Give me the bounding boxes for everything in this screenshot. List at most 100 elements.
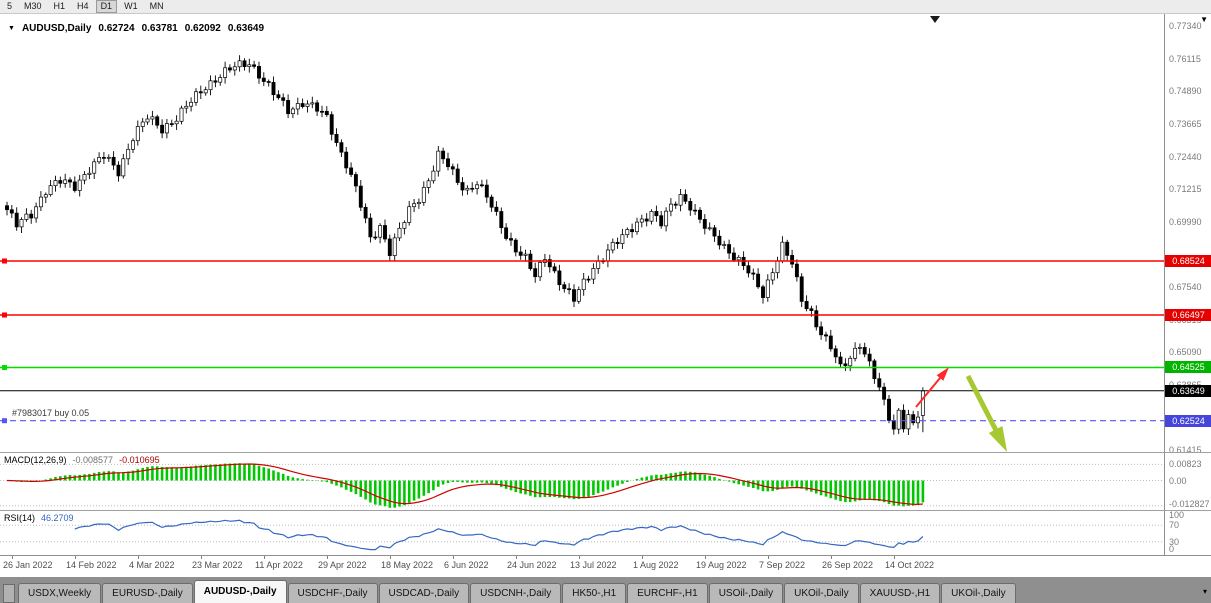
date-tick-mark: [264, 556, 265, 559]
axis-corner-arrow-icon[interactable]: ▼: [1200, 15, 1208, 24]
price-badge: 0.68524: [1165, 254, 1211, 267]
date-tick-mark: [138, 556, 139, 559]
tab-7-eurchf-h1[interactable]: EURCHF-,H1: [627, 583, 708, 603]
macd-chart[interactable]: [0, 454, 1164, 511]
rsi-axis: 100 70 30 0: [1164, 510, 1211, 555]
price-tick: 0.67540: [1169, 282, 1202, 293]
ohlc-high: 0.63781: [141, 23, 178, 34]
tab-scroll-button[interactable]: [3, 584, 15, 603]
timeframe-h1[interactable]: H1: [53, 1, 66, 11]
tab-4-usdcad-daily[interactable]: USDCAD-,Daily: [378, 583, 470, 603]
date-tick: 6 Jun 2022: [444, 560, 489, 570]
horizontal-line-0.62524[interactable]: [0, 418, 1164, 424]
date-tick: 14 Feb 2022: [66, 560, 117, 570]
rsi-axis-tick: 100: [1169, 510, 1185, 520]
chart-title: AUDUSD,Daily: [21, 23, 92, 34]
date-tick: 18 May 2022: [381, 560, 434, 570]
timeframe-w1[interactable]: W1: [124, 1, 138, 11]
date-axis[interactable]: 26 Jan 2022 14 Feb 2022 4 Mar 2022 23 Mar 2…: [0, 555, 1211, 577]
macd-axis-tick: 0.00: [1169, 475, 1187, 486]
ohlc-open: 0.62724: [98, 23, 135, 34]
date-tick: 13 Jul 2022: [570, 560, 617, 570]
chart-tabs-bar: USDX,Weekly EURUSD-,Daily AUDUSD-,Daily USD…: [0, 577, 1211, 603]
horizontal-line-0.66497[interactable]: [0, 312, 1164, 318]
horizontal-line-0.68524[interactable]: [0, 258, 1164, 264]
timeframe-h4[interactable]: H4: [77, 1, 89, 11]
chart-header: ▼ AUDUSD,Daily 0.62724 0.63781 0.62092 0…: [8, 23, 264, 34]
rsi-value: 46.2709: [41, 513, 74, 523]
main-chart-panel: ▼ AUDUSD,Daily 0.62724 0.63781 0.62092 0…: [0, 14, 1211, 456]
tab-0-usdx-weekly[interactable]: USDX,Weekly: [18, 583, 102, 603]
horizontal-line-0.64525[interactable]: [0, 365, 1164, 370]
macd-axis-tick: -0.012827: [1169, 499, 1210, 509]
macd-axis: 0.00823 0.00 -0.012827: [1164, 453, 1211, 510]
price-badge: 0.62524: [1165, 414, 1211, 427]
date-tick-mark: [12, 556, 13, 559]
price-tick: 0.61415: [1169, 445, 1202, 456]
date-tick-mark: [894, 556, 895, 559]
date-tick: 24 Jun 2022: [507, 560, 557, 570]
price-tick: 0.72440: [1169, 151, 1202, 162]
ohlc-low: 0.62092: [184, 23, 221, 34]
date-tick-mark: [705, 556, 706, 559]
rsi-axis-tick: 0: [1169, 544, 1175, 554]
tab-2-audusd-daily[interactable]: AUDUSD-,Daily: [193, 580, 287, 603]
timeframe-m30[interactable]: M30: [24, 1, 42, 11]
date-tick: 1 Aug 2022: [633, 560, 679, 570]
red-up-arrow[interactable]: [915, 367, 949, 408]
tab-1-eurusd-daily[interactable]: EURUSD-,Daily: [102, 583, 193, 603]
tab-list-arrow-icon[interactable]: ▾: [1202, 587, 1207, 596]
date-tick: 26 Sep 2022: [822, 560, 874, 570]
tab-11-ukoil-daily[interactable]: UKOil-,Daily: [941, 583, 1016, 603]
tab-3-usdchf-daily[interactable]: USDCHF-,Daily: [287, 583, 378, 603]
date-tick: 19 Aug 2022: [696, 560, 747, 570]
date-tick: 11 Apr 2022: [255, 560, 303, 570]
macd-value-main: -0.008577: [72, 455, 114, 465]
price-tick: 0.65090: [1169, 347, 1202, 358]
macd-name: MACD(12,26,9): [4, 455, 67, 465]
rsi-label: RSI(14) 46.2709: [4, 513, 74, 523]
rsi-name: RSI(14): [4, 513, 36, 523]
chart-menu-icon[interactable]: ▼: [8, 25, 15, 32]
date-tick-mark: [453, 556, 454, 559]
price-badge: 0.66497: [1165, 308, 1211, 321]
tab-8-usoil-daily[interactable]: USOil-,Daily: [708, 583, 784, 603]
date-tick-mark: [390, 556, 391, 559]
chart-shift-marker[interactable]: [930, 16, 940, 23]
timeframe-mn[interactable]: MN: [149, 1, 164, 11]
candlestick-chart[interactable]: [0, 14, 1164, 452]
date-tick-mark: [579, 556, 580, 559]
price-tick: 0.71215: [1169, 184, 1202, 195]
date-tick-mark: [75, 556, 76, 559]
rsi-chart[interactable]: [0, 512, 1164, 556]
date-tick-mark: [516, 556, 517, 559]
tab-5-usdcnh-daily[interactable]: USDCNH-,Daily: [470, 583, 562, 603]
date-tick: 26 Jan 2022: [3, 560, 53, 570]
timeframe-toolbar: 5 M30 H1 H4 D1 W1 MN: [0, 0, 1211, 14]
date-tick: 23 Mar 2022: [192, 560, 243, 570]
macd-axis-tick: 0.00823: [1169, 459, 1202, 470]
date-tick-mark: [201, 556, 202, 559]
date-tick: 7 Sep 2022: [759, 560, 806, 570]
price-tick: 0.69990: [1169, 216, 1202, 227]
price-badge: 0.63649: [1165, 384, 1211, 397]
rsi-axis-tick: 30: [1169, 536, 1180, 547]
price-tick: 0.76115: [1169, 53, 1201, 64]
date-tick: 14 Oct 2022: [885, 560, 935, 570]
yellowgreen-down-arrow[interactable]: [965, 374, 1008, 452]
timeframe-5[interactable]: 5: [7, 1, 13, 11]
tab-6-hk50-h1[interactable]: HK50-,H1: [562, 583, 627, 603]
price-axis[interactable]: ▼ 0.77340 0.76115 0.74890 0.73665 0.72440 0.7…: [1164, 14, 1211, 456]
ohlc-close: 0.63649: [227, 23, 265, 34]
tab-10-xauusd-h1[interactable]: XAUUSD-,H1: [859, 583, 941, 603]
open-position-label: #7983017 buy 0.05: [12, 407, 90, 418]
date-tick: 29 Apr 2022: [318, 560, 367, 570]
price-tick: 0.73665: [1169, 119, 1202, 130]
timeframe-d1[interactable]: D1: [95, 0, 118, 13]
date-tick: 4 Mar 2022: [129, 560, 175, 570]
rsi-panel: RSI(14) 46.2709 100 70 30 0: [0, 510, 1211, 555]
tab-9-ukoil-daily[interactable]: UKOil-,Daily: [784, 583, 859, 603]
date-tick-mark: [831, 556, 832, 559]
macd-label: MACD(12,26,9) -0.008577 -0.010695: [4, 455, 160, 465]
date-tick-mark: [327, 556, 328, 559]
